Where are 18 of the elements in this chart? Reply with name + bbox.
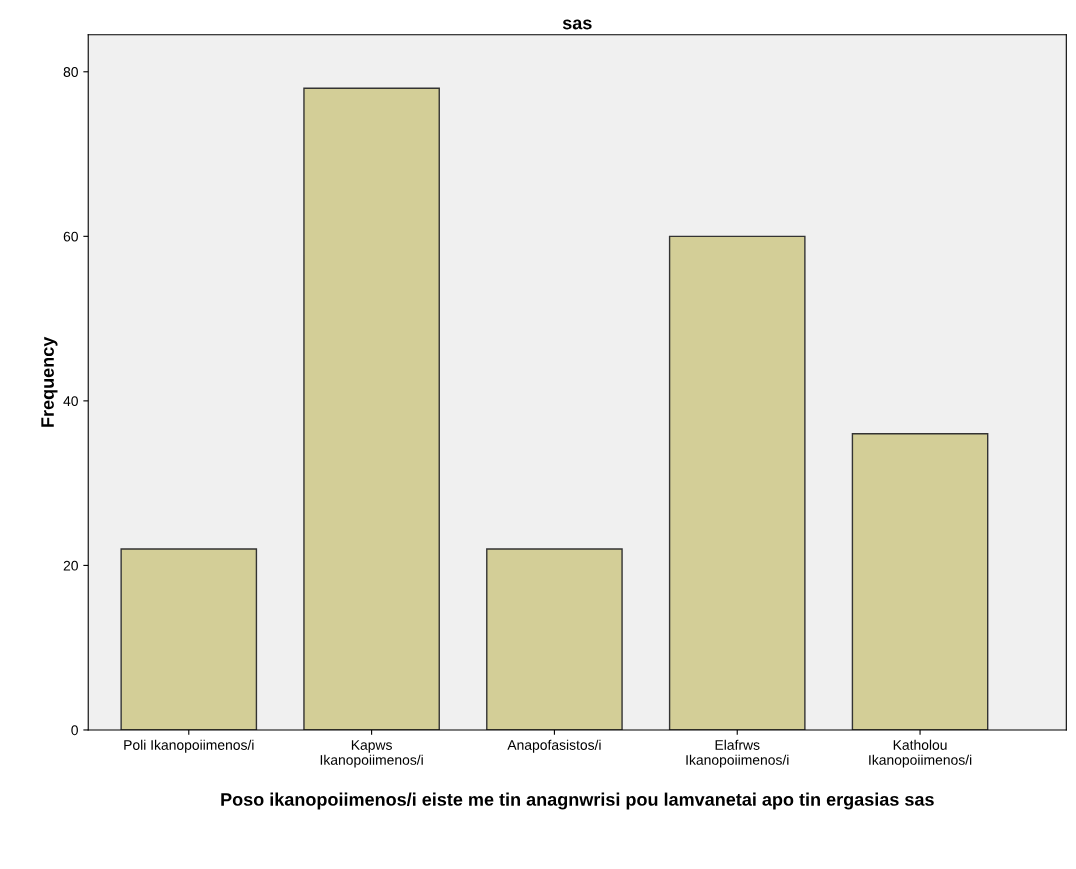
y-tick-label: 0 [71,725,78,736]
y-tick-label: 80 [63,67,78,77]
bar [120,548,258,730]
x-tick-label: Poli Ikanopoiimenos/i [124,739,254,753]
y-tick-label: 60 [63,231,78,242]
x-tick-label: Katholou Ikanopoiimenos/i [869,739,972,768]
y-tick-label: 40 [63,396,78,407]
y-axis-title: Frequency [41,336,58,427]
bar [668,235,806,730]
bar [303,87,440,730]
x-tick-label: Elafrws Ikanopoiimenos/i [686,739,789,768]
bar [486,548,623,730]
x-tick-label: Anapofasistos/i [507,739,601,753]
bar [851,433,989,730]
y-tick-label: 20 [63,560,78,571]
chart-title: sas [562,19,592,30]
x-axis-title: Poso ikanopoiimenos/i eiste me tin anagnwrisi pou lamvanetai apo tin ergasias sas [221,792,934,810]
x-tick-label: Kapws Ikanopoiimenos/i [320,740,423,768]
